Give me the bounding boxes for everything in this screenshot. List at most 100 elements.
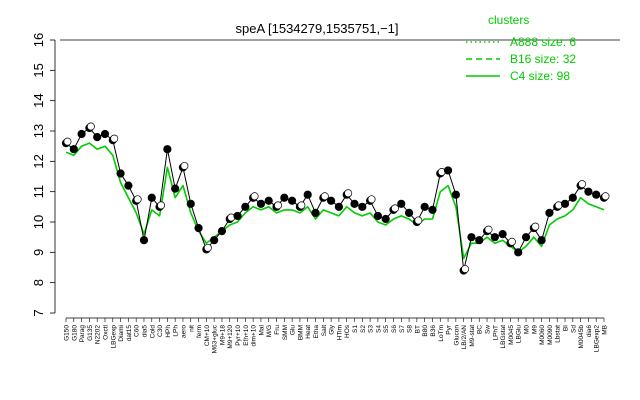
x-tick-label: S6 xyxy=(391,325,398,333)
x-tick-label: aero xyxy=(180,325,187,338)
data-point xyxy=(264,196,273,205)
data-point-outline xyxy=(203,243,212,252)
x-tick-label: Lbstat xyxy=(555,325,562,343)
x-tick-label: LBGlu xyxy=(516,325,523,343)
x-tick-label: Cold xyxy=(149,325,156,339)
x-tick-label: S4 xyxy=(375,325,382,333)
x-tick-label: LoTm xyxy=(438,325,445,342)
x-tick-label: MB xyxy=(602,325,609,335)
chart-title: speA [1534279,1535751,−1] xyxy=(235,21,398,36)
x-tick-label: N2202 xyxy=(95,325,102,345)
data-point xyxy=(139,236,149,245)
x-tick-label: Etha xyxy=(313,325,320,339)
data-point-outline xyxy=(484,225,493,234)
x-tick-label: SMM xyxy=(282,325,289,340)
data-point xyxy=(194,223,203,233)
x-tick-label: dia5 xyxy=(141,325,148,338)
data-point-outline xyxy=(531,222,540,231)
y-tick-label: 13 xyxy=(31,124,46,138)
legend-item-c4: C4 size: 98 xyxy=(510,69,570,83)
data-point xyxy=(420,202,429,211)
data-point-outline xyxy=(367,195,376,204)
data-point xyxy=(404,208,414,217)
data-point xyxy=(568,193,577,202)
data-point xyxy=(592,190,601,199)
data-point-outline xyxy=(157,201,166,210)
x-tick-label: S1 xyxy=(352,325,359,333)
x-tick-label: Glucon xyxy=(453,325,460,346)
data-point xyxy=(77,129,86,139)
data-point-outline xyxy=(461,265,470,273)
data-point xyxy=(69,145,78,154)
legend-item-b16: B16 size: 32 xyxy=(510,52,576,66)
y-tick-label: 8 xyxy=(31,279,46,286)
x-tick-label: CM+10 xyxy=(204,325,211,347)
data-point xyxy=(514,248,523,257)
x-tick-label: nit xyxy=(188,325,195,332)
data-point-outline xyxy=(601,192,610,201)
data-point-outline xyxy=(391,204,399,213)
x-tick-label: LPhT xyxy=(492,325,499,341)
x-tick-label: Efh+10 xyxy=(243,325,250,346)
x-tick-label: Pyr xyxy=(446,324,453,335)
data-point-outline xyxy=(320,192,329,201)
data-point xyxy=(475,236,484,245)
x-tick-label: BMM xyxy=(297,325,304,340)
x-tick-label: Oxctl xyxy=(102,324,109,339)
data-point xyxy=(397,199,406,208)
x-tick-label: C30 xyxy=(157,325,164,337)
x-tick-label: LBGexp xyxy=(110,325,117,349)
data-point-outline xyxy=(414,216,423,225)
data-point xyxy=(358,202,367,211)
series-line-mean xyxy=(65,127,605,271)
x-tick-label: S7 xyxy=(399,325,406,333)
x-tick-label: BT xyxy=(414,325,421,333)
data-point xyxy=(560,199,570,208)
data-point xyxy=(288,196,297,205)
data-point xyxy=(373,211,382,221)
x-axis: G150 G180 Parag G135 N2202 Oxctl LBGexp Diami da… xyxy=(64,317,609,353)
x-tick-label: Fru xyxy=(274,325,281,335)
x-tick-label: LPh xyxy=(173,325,180,337)
data-point xyxy=(186,199,195,208)
data-point xyxy=(124,181,133,190)
x-tick-label: M0045b xyxy=(578,325,585,349)
data-point xyxy=(381,214,390,224)
series-layer xyxy=(61,122,610,275)
data-point xyxy=(428,205,437,214)
x-tick-label: Mal xyxy=(258,324,265,335)
data-point xyxy=(443,166,453,175)
data-point-outline xyxy=(133,195,142,204)
y-tick-label: 12 xyxy=(31,154,46,168)
data-point xyxy=(241,202,250,211)
y-tick-label: 15 xyxy=(31,63,46,77)
data-point xyxy=(451,190,460,199)
x-tick-label: dat15 xyxy=(126,325,133,342)
x-tick-label: S5 xyxy=(383,325,390,333)
x-tick-label: M9+120 xyxy=(227,325,234,349)
x-tick-label: B80 xyxy=(422,325,429,337)
x-tick-label: Gly xyxy=(329,324,336,335)
data-point xyxy=(334,202,343,211)
y-tick-label: 10 xyxy=(31,215,46,229)
x-tick-label: LB/2/AN xyxy=(461,325,468,350)
x-tick-label: M9+18 xyxy=(219,325,226,345)
legend-item-a888: A888 size: 6 xyxy=(510,35,576,49)
data-point xyxy=(350,199,359,208)
x-tick-label: M0045 xyxy=(508,325,515,345)
y-axis: 7 8 9 10 11 12 13 14 15 16 xyxy=(31,33,56,317)
x-tick-label: C60 xyxy=(134,325,141,337)
x-tick-label: HTim xyxy=(336,325,343,340)
x-tick-label: S3 xyxy=(368,325,375,333)
data-point-outline xyxy=(86,122,95,131)
y-tick-label: 16 xyxy=(31,33,46,47)
x-tick-label: Glu xyxy=(290,325,297,336)
data-point-outline xyxy=(507,237,516,246)
x-tick-label: M63+gluc xyxy=(212,324,219,353)
data-point xyxy=(327,196,336,205)
data-point xyxy=(311,208,320,217)
x-tick-label: dim+10 xyxy=(251,325,258,347)
data-point xyxy=(256,199,266,208)
x-tick-label: HOs xyxy=(344,324,351,338)
x-tick-label: Sw xyxy=(485,325,492,334)
